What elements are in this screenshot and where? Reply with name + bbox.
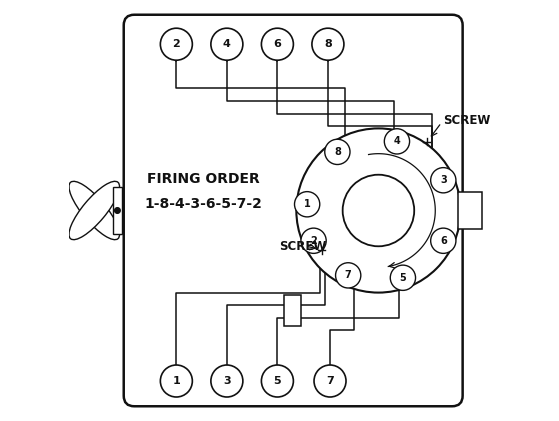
Bar xyxy=(458,192,482,229)
Circle shape xyxy=(211,365,243,397)
Circle shape xyxy=(262,365,293,397)
Circle shape xyxy=(430,168,456,193)
Text: SCREW: SCREW xyxy=(444,114,491,127)
Circle shape xyxy=(301,228,326,253)
Text: 3: 3 xyxy=(440,175,447,185)
Text: 5: 5 xyxy=(400,273,406,283)
Circle shape xyxy=(295,192,320,217)
Circle shape xyxy=(335,263,361,288)
Text: FIRING ORDER: FIRING ORDER xyxy=(148,172,260,186)
Ellipse shape xyxy=(69,181,120,240)
Circle shape xyxy=(314,365,346,397)
Text: SCREW: SCREW xyxy=(280,240,327,253)
Bar xyxy=(113,187,122,234)
Text: 1: 1 xyxy=(304,199,310,209)
Text: 4: 4 xyxy=(394,136,400,147)
Text: 1-8-4-3-6-5-7-2: 1-8-4-3-6-5-7-2 xyxy=(145,197,263,211)
Circle shape xyxy=(160,365,192,397)
Circle shape xyxy=(262,28,293,60)
Circle shape xyxy=(312,28,344,60)
Circle shape xyxy=(430,228,456,253)
Text: 6: 6 xyxy=(440,236,447,246)
Text: 6: 6 xyxy=(273,39,281,49)
Text: 8: 8 xyxy=(324,39,332,49)
Ellipse shape xyxy=(69,181,120,240)
Text: 5: 5 xyxy=(273,376,281,386)
Text: 7: 7 xyxy=(326,376,334,386)
Text: 2: 2 xyxy=(173,39,180,49)
Circle shape xyxy=(115,208,120,213)
Circle shape xyxy=(211,28,243,60)
Text: 8: 8 xyxy=(334,147,341,157)
Text: 4: 4 xyxy=(223,39,231,49)
Text: 3: 3 xyxy=(223,376,231,386)
Text: 2: 2 xyxy=(310,236,317,246)
Circle shape xyxy=(296,128,461,293)
Circle shape xyxy=(325,139,350,165)
Bar xyxy=(284,295,301,326)
Circle shape xyxy=(343,175,414,246)
Text: 7: 7 xyxy=(345,270,352,280)
Circle shape xyxy=(160,28,192,60)
Circle shape xyxy=(385,129,410,154)
Text: 1: 1 xyxy=(173,376,180,386)
Circle shape xyxy=(390,265,415,290)
FancyBboxPatch shape xyxy=(124,15,463,406)
